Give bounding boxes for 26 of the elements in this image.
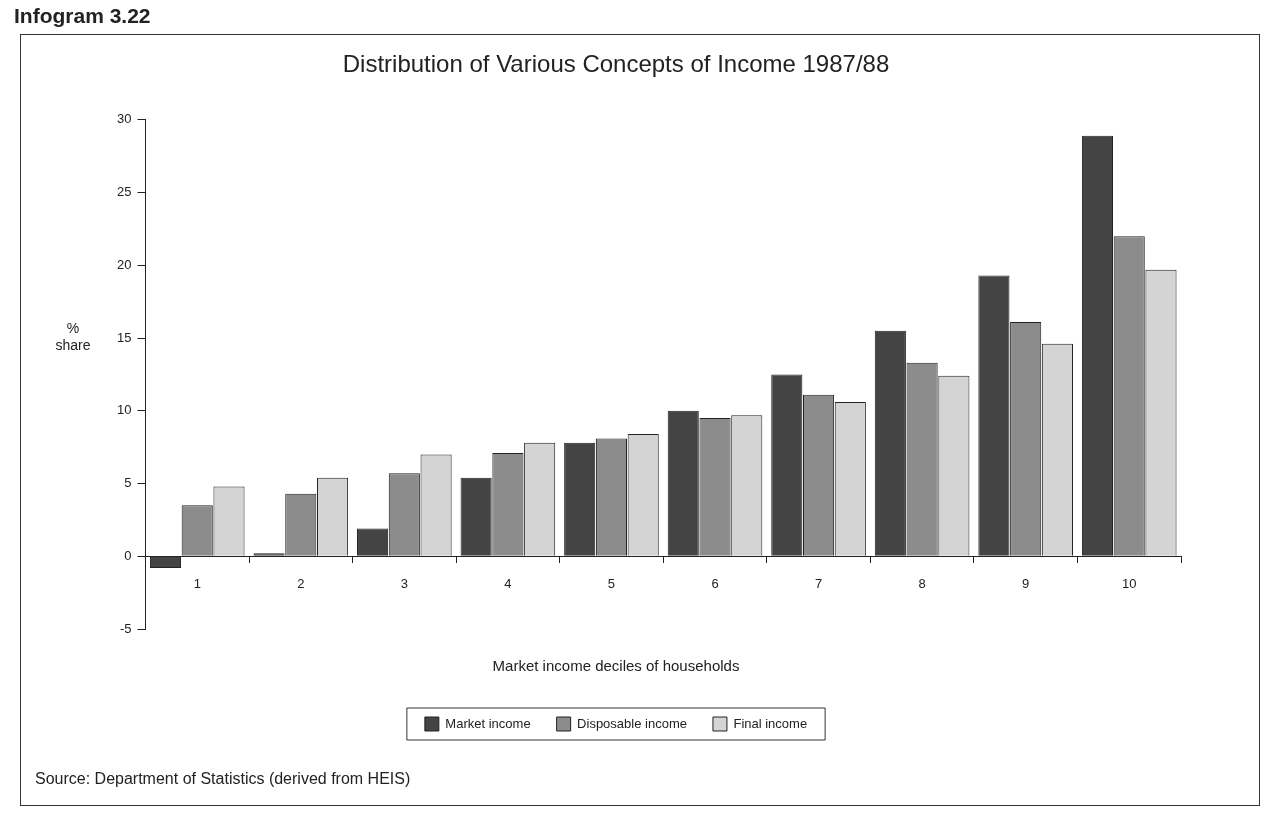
y-tick-label: 15 (116, 329, 132, 345)
x-tick-label: 8 (918, 575, 926, 591)
chart-title: Distribution of Various Concepts of Income 1987/88 (342, 50, 890, 78)
x-tick-label: 4 (504, 575, 512, 591)
source-note: Source: Department of Statistics (derived from HEIS) (35, 770, 411, 788)
y-tick-label: 25 (116, 184, 132, 200)
y-tick-label: 20 (116, 256, 132, 272)
y-tick-label: 10 (116, 402, 132, 418)
x-tick-label: 6 (711, 575, 719, 591)
x-axis-title: Market income deciles of households (492, 656, 740, 674)
x-tick-label: 7 (814, 575, 823, 591)
x-tick-label: 1 (193, 575, 201, 591)
legend-label: Disposable income (577, 715, 687, 731)
legend-label: Final income (733, 715, 808, 731)
text: Infogram 3.22 (14, 4, 151, 28)
x-tick-label: 2 (297, 575, 305, 591)
x-tick-label: 5 (607, 575, 616, 591)
y-tick-label: -5 (119, 620, 132, 636)
x-tick-label: 9 (1022, 575, 1030, 591)
y-axis-title: % share (55, 320, 91, 354)
x-tick-label: 3 (400, 575, 408, 591)
y-tick-label: 5 (124, 475, 132, 491)
legend-label: Market income (445, 715, 531, 731)
y-tick-label: 0 (124, 547, 132, 563)
y-tick-label: 30 (116, 111, 132, 127)
x-tick-label: 10 (1121, 575, 1137, 591)
